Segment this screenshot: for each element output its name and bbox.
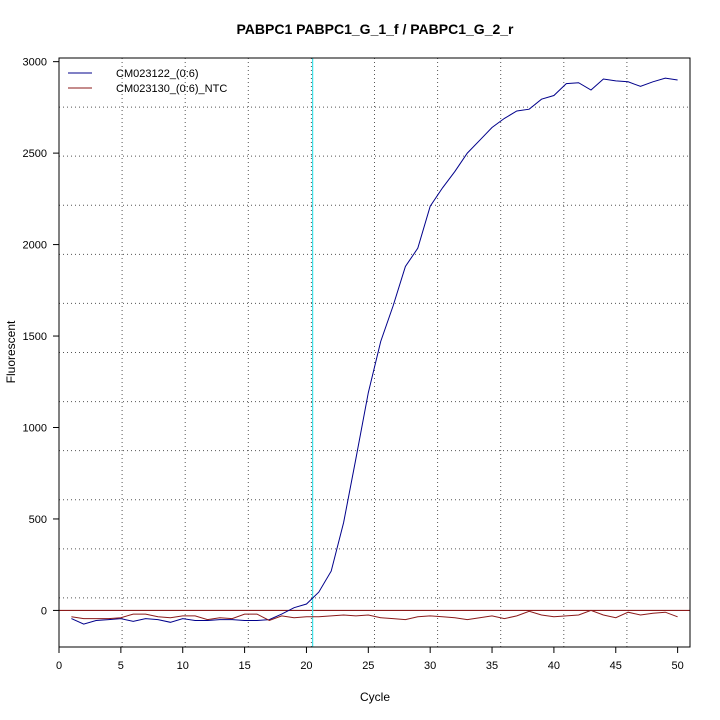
series-lines <box>71 77 678 625</box>
x-axis-ticks: 0 5 10 15 20 25 30 35 40 45 50 <box>56 647 684 672</box>
y-tick-label: 0 <box>41 605 47 617</box>
plot-frame <box>58 57 691 648</box>
legend-label: CM023122_(0:6) <box>116 68 199 80</box>
y-tick-label: 3000 <box>23 57 47 69</box>
x-tick-label: 50 <box>672 660 684 672</box>
y-tick-label: 500 <box>29 514 47 526</box>
y-tick-label: 2500 <box>23 148 47 160</box>
y-tick-label: 1500 <box>23 331 47 343</box>
y-axis-ticks: 0 500 1000 1500 2000 2500 3000 <box>23 57 59 617</box>
series-line-1 <box>71 77 678 625</box>
legend-label: CM023130_(0:6)_NTC <box>116 83 227 95</box>
y-tick-label: 1000 <box>23 422 47 434</box>
x-tick-label: 5 <box>118 660 124 672</box>
series-line-2 <box>71 609 678 622</box>
x-tick-label: 40 <box>548 660 560 672</box>
x-tick-label: 10 <box>177 660 189 672</box>
x-axis-label: Cycle <box>360 690 390 704</box>
x-tick-label: 35 <box>486 660 498 672</box>
y-tick-label: 2000 <box>23 240 47 252</box>
x-tick-label: 45 <box>610 660 622 672</box>
x-tick-label: 20 <box>300 660 312 672</box>
y-axis-label: Fluorescent <box>4 320 18 383</box>
x-tick-label: 30 <box>424 660 436 672</box>
x-tick-label: 25 <box>362 660 374 672</box>
legend: CM023122_(0:6) CM023130_(0:6)_NTC <box>68 68 227 95</box>
x-tick-label: 0 <box>56 660 62 672</box>
x-tick-label: 15 <box>238 660 250 672</box>
chart-title: PABPC1 PABPC1_G_1_f / PABPC1_G_2_r <box>237 21 515 37</box>
